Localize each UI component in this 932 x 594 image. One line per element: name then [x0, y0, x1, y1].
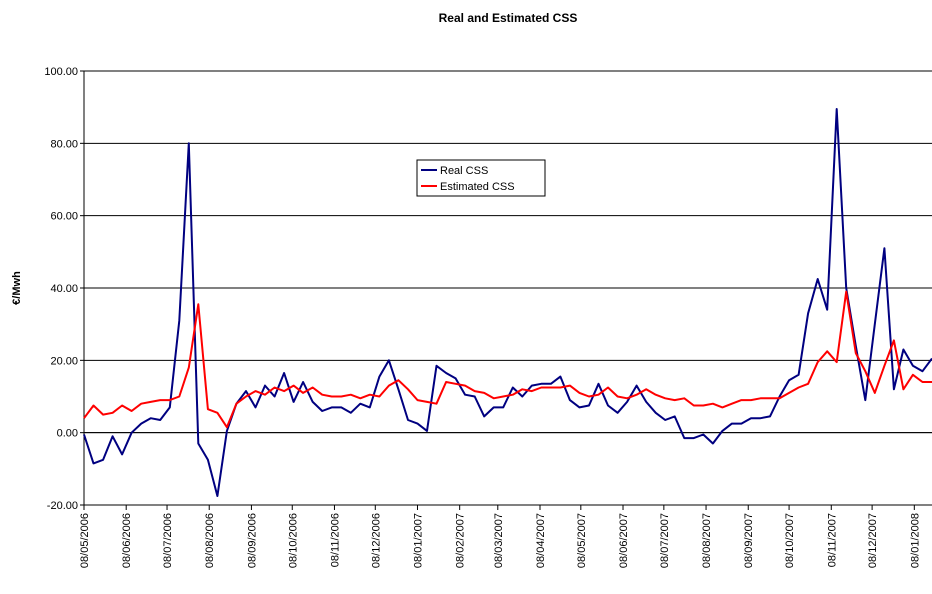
y-tick-label: 40.00	[50, 283, 78, 295]
x-tick-label: 08/10/2007	[784, 513, 796, 568]
x-tick-label: 08/10/2006	[287, 513, 299, 568]
legend: Real CSS Estimated CSS	[416, 159, 546, 197]
x-tick-label: 08/11/2006	[329, 513, 341, 567]
y-tick-label: 60.00	[50, 211, 78, 223]
x-tick-label: 08/11/2007	[826, 513, 838, 567]
x-tick-label: 08/08/2006	[204, 513, 216, 568]
x-tick-label: 08/09/2006	[246, 513, 258, 568]
chart-title: Real and Estimated CSS	[439, 11, 578, 25]
y-tick-label: 0.00	[57, 428, 78, 440]
x-tick-label: 08/06/2006	[121, 513, 133, 568]
line-series	[83, 290, 932, 429]
y-axis-label: €/Mwh	[11, 271, 23, 305]
x-tick-label: 08/03/2007	[493, 513, 505, 568]
x-tick-label: 08/08/2007	[701, 513, 713, 568]
x-tick-label: 08/07/2006	[162, 513, 174, 568]
x-tick-label: 08/06/2007	[618, 513, 630, 568]
x-tick-label: 08/04/2007	[535, 513, 547, 568]
legend-label: Real CSS	[440, 165, 488, 177]
y-tick-label: 80.00	[50, 138, 78, 150]
x-tick-label: 08/05/2007	[576, 513, 588, 568]
x-tick-label: 08/05/2006	[79, 513, 91, 568]
x-tick-label: 08/12/2007	[867, 513, 879, 568]
legend-label: Estimated CSS	[440, 181, 515, 193]
legend-box	[416, 159, 546, 197]
x-tick-label: 08/09/2007	[743, 513, 755, 568]
y-tick-label: -20.00	[47, 500, 78, 512]
x-tick-label: 08/01/2007	[412, 513, 424, 568]
x-tick-label: 08/07/2007	[659, 513, 671, 568]
y-tick-label: 20.00	[50, 355, 78, 367]
y-tick-label: 100.00	[44, 66, 78, 78]
x-tick-label: 08/01/2008	[909, 513, 921, 568]
line-series	[83, 108, 932, 497]
x-tick-label: 08/02/2007	[455, 513, 467, 568]
x-tick-label: 08/12/2006	[370, 513, 382, 568]
